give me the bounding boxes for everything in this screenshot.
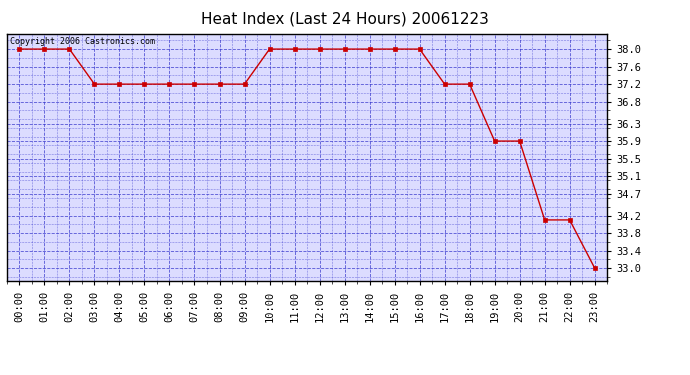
Text: Copyright 2006 Castronics.com: Copyright 2006 Castronics.com	[10, 38, 155, 46]
Text: Heat Index (Last 24 Hours) 20061223: Heat Index (Last 24 Hours) 20061223	[201, 11, 489, 26]
